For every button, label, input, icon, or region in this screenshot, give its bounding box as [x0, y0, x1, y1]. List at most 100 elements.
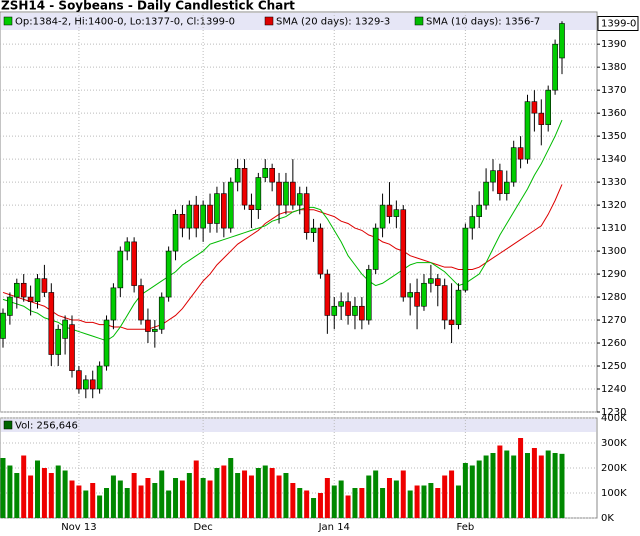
candle-body: [559, 23, 565, 59]
volume-bar: [407, 490, 413, 518]
volume-bar: [538, 455, 544, 518]
volume-bar: [214, 468, 220, 518]
candle-body: [131, 241, 137, 286]
candle-body: [48, 292, 55, 355]
candle-body: [365, 269, 372, 321]
volume-bar: [41, 468, 47, 518]
candle-body: [34, 278, 41, 302]
candle-body: [76, 370, 82, 390]
volume-bar: [173, 478, 179, 518]
candle-body: [20, 282, 27, 298]
volume-bar: [386, 478, 392, 518]
y-tick-label: 1320: [601, 200, 626, 211]
volume-bar: [248, 475, 254, 518]
y-tick-label: 1230: [601, 407, 626, 418]
candle-body: [27, 296, 34, 302]
candle-body: [441, 285, 448, 321]
volume-bar: [138, 485, 144, 518]
candle-body: [227, 181, 234, 229]
volume-bar: [393, 480, 399, 518]
volume-bar: [290, 483, 296, 518]
volume-bar: [545, 450, 551, 518]
volume-bar: [262, 465, 268, 518]
volume-legend: Vol: 256,646: [15, 421, 78, 432]
volume-bar: [283, 473, 289, 518]
legend-entry: SMA (10 days): 1356-7: [426, 17, 540, 28]
volume-bar: [235, 473, 241, 518]
volume-bar: [504, 450, 510, 518]
candle-body: [152, 328, 158, 332]
candle-body: [455, 289, 462, 325]
volume-bar: [117, 480, 123, 518]
x-tick-label: Dec: [193, 522, 212, 533]
volume-bar: [90, 483, 96, 518]
volume-bar: [352, 488, 358, 518]
candle-body: [221, 193, 227, 229]
volume-bar: [469, 465, 475, 518]
candle-body: [338, 301, 344, 307]
legend-swatch: [414, 16, 424, 26]
candle-body: [538, 112, 545, 125]
candle-body: [414, 292, 420, 307]
volume-bar: [21, 455, 27, 518]
candle-body: [193, 204, 200, 229]
volume-bar: [242, 470, 248, 518]
candle-body: [476, 204, 482, 217]
volume-bar: [269, 468, 275, 518]
volume-bar: [221, 465, 227, 518]
candle-body: [290, 181, 296, 206]
candle-body: [359, 305, 365, 321]
ohlc-legend: Op:1384-2, Hi:1400-0, Lo:1377-0, Cl:1399…: [15, 17, 235, 28]
candle-body: [89, 379, 96, 390]
candle-body: [117, 250, 124, 289]
y-tick-label: 1360: [601, 108, 626, 119]
candle-body: [490, 170, 496, 183]
volume-bar: [166, 490, 172, 518]
candle-body: [214, 193, 220, 224]
y-tick-label: 1300: [601, 246, 626, 257]
volume-bar: [497, 445, 503, 518]
volume-bar: [179, 480, 185, 518]
candle-body: [69, 324, 75, 371]
candle-body: [158, 296, 165, 330]
volume-bar: [124, 488, 130, 518]
volume-bar: [421, 485, 427, 518]
candle-body: [517, 147, 524, 160]
candle-body: [283, 181, 289, 206]
volume-bar: [152, 483, 158, 518]
y-tick-label: 1330: [601, 177, 626, 188]
x-tick-label: Jan 14: [318, 522, 350, 533]
volume-bar: [207, 480, 213, 518]
y-tick-label: 100K: [601, 488, 627, 499]
y-tick-label: 1310: [601, 223, 626, 234]
volume-bar: [428, 483, 434, 518]
candle-body: [276, 181, 282, 206]
y-tick-label: 200K: [601, 463, 627, 474]
candle-body: [310, 227, 317, 233]
volume-bar: [442, 475, 448, 518]
candle-body: [510, 147, 517, 183]
volume-bar: [400, 470, 406, 518]
volume-bar: [552, 453, 558, 518]
legend-bar: [1, 13, 596, 30]
y-tick-label: 1380: [601, 62, 626, 73]
candle-body: [421, 282, 427, 307]
y-tick-label: 1370: [601, 85, 626, 96]
candle-body: [434, 278, 441, 286]
candle-body: [545, 89, 551, 125]
volume-bar: [559, 453, 565, 518]
y-tick-label: 1340: [601, 154, 626, 165]
volume-bar: [435, 488, 441, 518]
candle-body: [145, 319, 151, 332]
candle-body: [407, 292, 413, 298]
y-tick-label: 1240: [601, 384, 626, 395]
volume-bar: [304, 490, 310, 518]
volume-bar: [345, 495, 351, 518]
volume-bar: [55, 465, 61, 518]
volume-bar: [359, 488, 365, 518]
candle-body: [372, 227, 379, 270]
volume-legend-bar: [1, 419, 596, 432]
candle-body: [345, 301, 351, 316]
volume-bar: [76, 485, 82, 518]
